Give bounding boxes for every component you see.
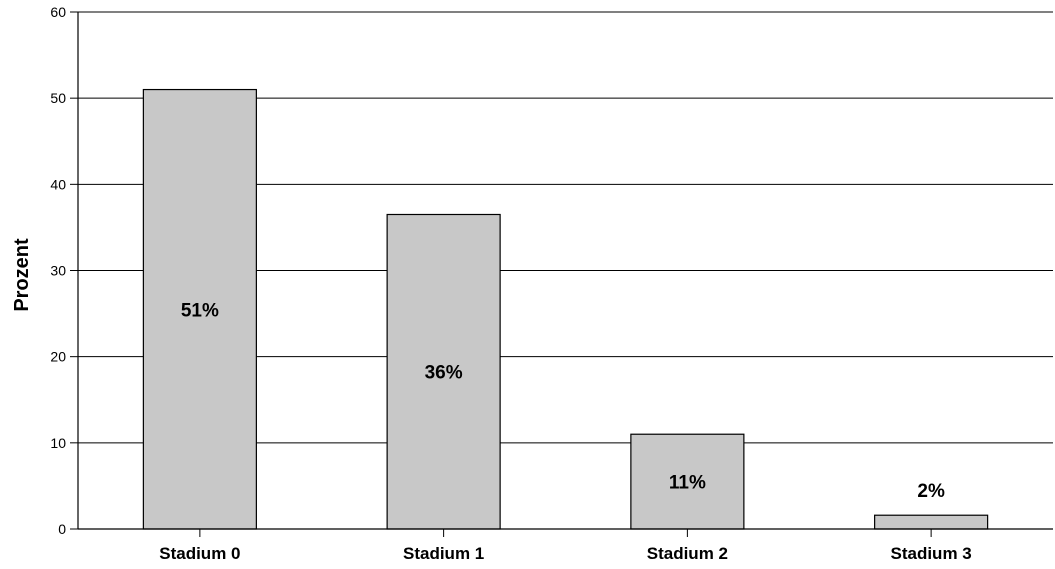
y-tick-label: 50 xyxy=(50,90,66,106)
x-tick-label: Stadium 2 xyxy=(647,544,728,563)
labels: 0 10 20 30 40 50 60 Stadium 0 51% Stadium 1 36% Sta… xyxy=(50,4,971,563)
y-tick-label: 10 xyxy=(50,435,66,451)
axes xyxy=(70,11,1053,537)
bar xyxy=(874,514,989,530)
data-label: 51% xyxy=(181,300,219,321)
data-label: 11% xyxy=(669,473,706,494)
y-axis-title: Prozent xyxy=(11,238,33,312)
x-tick-label: Stadium 3 xyxy=(891,544,972,563)
bar xyxy=(386,213,501,530)
y-tick-label: 30 xyxy=(50,263,66,279)
y-tick-label: 60 xyxy=(50,4,66,20)
y-tick-label: 40 xyxy=(50,176,66,192)
x-tick-label: Stadium 0 xyxy=(159,544,240,563)
x-tick-label: Stadium 1 xyxy=(403,544,484,563)
data-label: 2% xyxy=(917,481,945,502)
y-tick-label: 20 xyxy=(50,349,66,365)
bar xyxy=(630,433,745,530)
bars xyxy=(142,88,989,530)
y-tick-label: 0 xyxy=(58,521,66,537)
data-label: 36% xyxy=(425,363,463,384)
